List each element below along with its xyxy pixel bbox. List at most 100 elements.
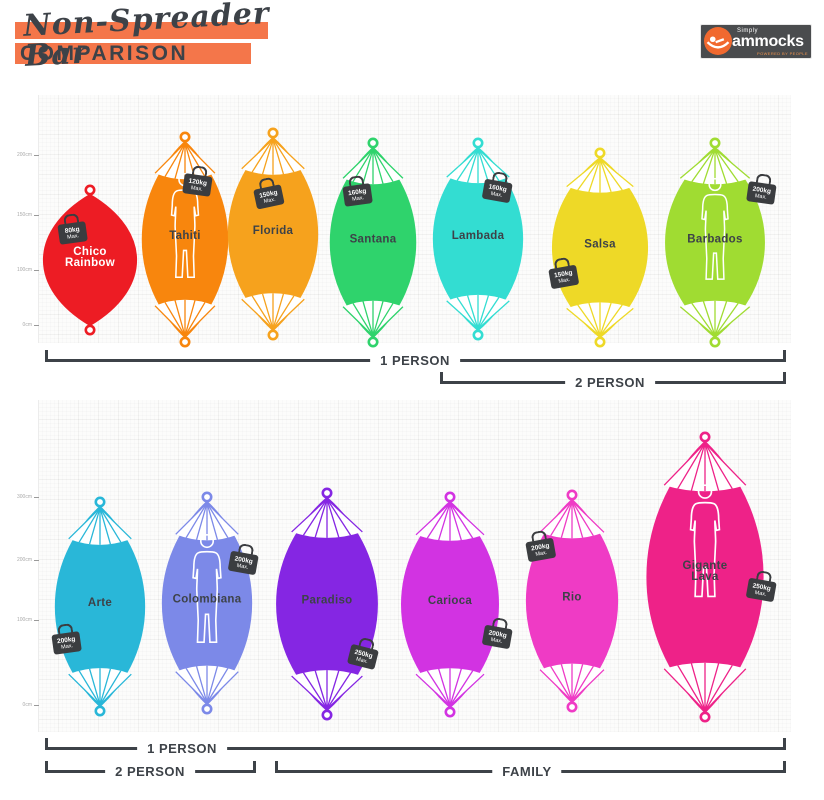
hammock-name-label: Paradiso [302,594,353,606]
hammock-name-label: Salsa [584,239,616,251]
hammock-shape: Gigante Lava [646,431,764,723]
clew-string [99,507,132,540]
clew-string [477,297,500,330]
hammock-gigante-lava: Gigante Lava [639,431,771,723]
title-highlight-bar-1 [15,22,268,39]
weight-tag-arte: 200kg Max. [49,622,83,655]
clew-string [184,142,206,177]
clew-string [206,502,219,540]
clew-string [206,668,229,704]
clew-string [88,507,101,545]
clew-string [571,669,605,702]
hammock-shape: Barbados [665,137,765,348]
clew-string [663,442,706,486]
clew-string [663,668,706,712]
person-silhouette [689,484,721,598]
hammock-name-label: Colombiana [173,594,242,606]
clew-string [677,442,706,489]
clew-string [571,664,584,702]
bracket-2-person: 2 PERSON [440,372,786,390]
hammock-rio: Rio [519,489,625,713]
clew-string [714,148,739,182]
clew-string [352,303,374,337]
clew-string [690,663,706,712]
hang-loop-bottom [444,706,456,718]
clew-string [99,673,132,706]
clew-string [99,668,112,706]
weight-tag-salsa: 150kg Max. [546,256,581,290]
clew-string [704,442,720,491]
clew-string [588,158,601,193]
bracket-tick-right [783,350,786,362]
hammock-salsa: Salsa [545,147,655,348]
weight-tag-body: 80kg Max. [57,221,88,245]
axis-tick-mark [34,560,39,561]
bracket-tick-right [783,761,786,773]
clew-string [326,498,363,533]
hang-loop-bottom [179,336,191,348]
weight-tag-barbados: 200kg Max. [745,172,779,205]
hammock-shape: Salsa [551,147,649,348]
clew-string [599,304,623,337]
clew-string [599,307,634,337]
clew-string [174,142,186,179]
weight-tag-lambada: 160kg Max. [481,170,516,204]
clew-string [164,142,186,177]
clew-string [342,306,374,337]
clew-string [714,303,739,337]
hammock-shape: Colombiana [161,491,253,715]
clew-string [477,148,490,183]
axis-tick-label: 200cm [16,557,32,563]
clew-string [690,442,706,491]
hammock-shape: Arte [54,496,146,717]
axis-tick-mark [34,497,39,498]
clew-string [372,148,384,184]
clew-string [566,307,601,337]
hang-loop-top [84,184,96,196]
weight-tag-body: 160kg Max. [342,183,373,207]
clew-string [251,295,274,330]
clew-string [571,500,594,536]
hammock-arte: Arte [48,496,152,717]
weight-tag-florida: 150kg Max. [250,175,285,210]
axis-tick-mark [34,155,39,156]
hang-loop-bottom [709,336,721,348]
clew-string [326,670,340,710]
clew-string [446,148,479,178]
clew-string [362,301,374,337]
clew-string [539,669,573,702]
clew-string [449,673,485,707]
hammock-shape: Paradiso [276,487,378,721]
clew-string [599,158,623,191]
clew-string [291,498,328,533]
bracket-tick-left [275,761,278,773]
axis-tick-label: 200cm [16,152,32,158]
clew-string [241,298,274,330]
clew-string [438,668,451,707]
clew-string [571,666,594,702]
weight-tag-carioca: 200kg Max. [481,616,516,650]
hang-loop-bottom [201,703,213,715]
clew-string [184,302,206,337]
clew-string [466,295,479,330]
hang-loop-bottom [321,709,333,721]
clew-string [477,148,500,181]
clew-string [342,148,374,179]
bracket-label: 1 PERSON [137,741,227,756]
hang-loop-bottom [594,336,606,348]
page-title-main: COMPARISON [20,42,189,65]
clew-string [326,498,340,538]
hang-loop-top [201,491,213,503]
person-silhouette [192,534,222,643]
clew-string [326,675,363,710]
weight-tag-santana: 160kg Max. [340,174,374,207]
weight-tag-body: 200kg Max. [51,631,82,655]
clew-string [550,666,573,702]
clew-string [426,670,451,707]
clew-string [438,502,451,541]
clew-string [175,502,208,535]
axis-tick-label: 0cm [22,702,32,708]
hammock-lambada: Lambada [426,137,530,341]
hang-loop-top [444,491,456,503]
clew-string [99,507,112,545]
